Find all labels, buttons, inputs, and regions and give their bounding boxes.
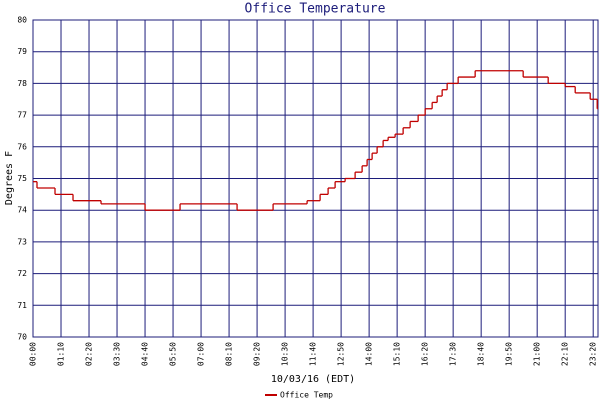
x-tick-label: 23:20: [589, 342, 598, 366]
y-axis-label: Degrees F: [4, 151, 15, 205]
x-tick-label: 22:10: [561, 342, 570, 366]
x-tick-label: 07:00: [197, 342, 206, 366]
y-tick-label: 72: [17, 269, 27, 278]
x-tick-label: 16:20: [421, 342, 430, 366]
x-tick-label: 19:50: [505, 342, 514, 366]
y-tick-label: 73: [17, 237, 27, 246]
x-tick-label: 05:50: [169, 342, 178, 366]
chart-title: Office Temperature: [245, 2, 386, 17]
x-tick-label: 18:40: [477, 342, 486, 366]
y-tick-label: 79: [17, 47, 27, 56]
legend-label: Office Temp: [280, 391, 333, 400]
x-axis-label: 10/03/16 (EDT): [271, 374, 355, 385]
y-tick-label: 74: [17, 206, 27, 215]
x-tick-label: 00:00: [29, 342, 38, 366]
y-tick-label: 70: [17, 333, 27, 342]
plot-border: [32, 19, 599, 338]
x-tick-label: 21:00: [533, 342, 542, 366]
x-tick-label: 09:20: [253, 342, 262, 366]
x-tick-label: 15:10: [393, 342, 402, 366]
x-tick-label: 14:00: [365, 342, 374, 366]
y-tick-label: 71: [17, 301, 27, 310]
x-tick-label: 04:40: [141, 342, 150, 366]
x-tick-label: 11:40: [309, 342, 318, 366]
x-tick-label: 01:10: [57, 342, 66, 366]
x-tick-label: 08:10: [225, 342, 234, 366]
x-tick-label: 02:20: [85, 342, 94, 366]
y-tick-label: 76: [17, 142, 27, 151]
y-tick-label: 78: [17, 79, 27, 88]
y-tick-label: 80: [17, 16, 27, 25]
x-tick-label: 03:30: [113, 342, 122, 366]
y-tick-label: 77: [17, 111, 27, 120]
x-tick-label: 12:50: [337, 342, 346, 366]
y-tick-label: 75: [17, 174, 27, 183]
x-tick-label: 17:30: [449, 342, 458, 366]
x-tick-label: 10:30: [281, 342, 290, 366]
